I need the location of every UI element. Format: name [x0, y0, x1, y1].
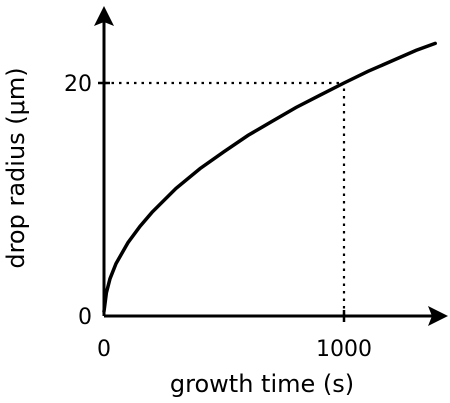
ticks — [98, 81, 346, 322]
x-tick-label: 1000 — [316, 337, 372, 362]
y-axis-label: drop radius (μm) — [2, 67, 30, 268]
x-tick-label: 0 — [97, 337, 111, 362]
x-axis-label: growth time (s) — [170, 370, 354, 398]
tick-labels: 0 1000 0 20 — [64, 72, 372, 362]
y-tick-label: 0 — [78, 305, 92, 330]
guide-lines — [104, 81, 346, 316]
x-axis-arrowhead — [428, 306, 448, 326]
y-axis-arrowhead — [94, 6, 114, 26]
series-line — [102, 41, 437, 314]
y-tick-label: 20 — [64, 72, 92, 97]
